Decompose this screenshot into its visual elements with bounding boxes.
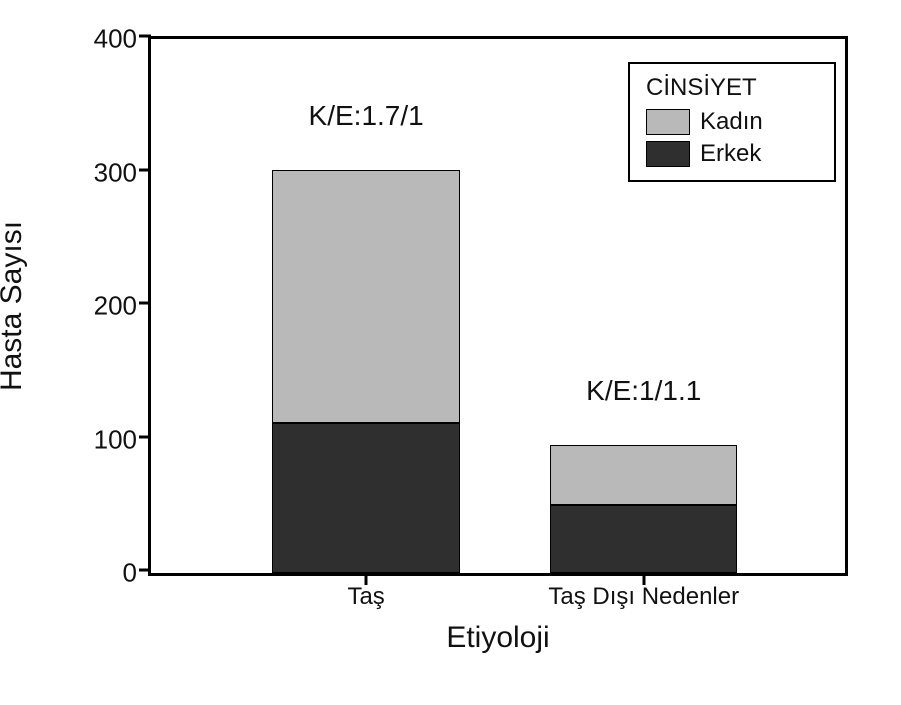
y-tick-label: 100 <box>94 424 151 455</box>
legend-label: Kadın <box>700 108 763 136</box>
y-tick-label: 400 <box>94 24 151 55</box>
y-tick-label: 300 <box>94 157 151 188</box>
x-tick-label: Taş Dışı Nedenler <box>548 573 739 611</box>
legend-title: CİNSİYET <box>646 74 818 102</box>
bar-tasdisi: K/E:1/1.1 <box>550 445 737 573</box>
chart-container: Hasta Sayısı Etiyoloji 0100200300400TaşK… <box>0 0 901 705</box>
legend-swatch <box>646 141 690 167</box>
x-tick-label: Taş <box>347 573 384 611</box>
y-tick-label: 200 <box>94 291 151 322</box>
bar-annotation: K/E:1/1.1 <box>550 375 737 407</box>
x-axis-label: Etiyoloji <box>446 573 549 655</box>
bar-tas: K/E:1.7/1 <box>272 170 459 573</box>
y-tick-label: 0 <box>123 558 151 589</box>
legend-item-kadin: Kadın <box>646 108 818 136</box>
bar-annotation: K/E:1.7/1 <box>272 100 459 132</box>
legend: CİNSİYET Kadın Erkek <box>628 62 836 182</box>
bar-segment-kadin <box>272 170 459 424</box>
legend-label: Erkek <box>700 140 761 168</box>
legend-items: Kadın Erkek <box>646 108 818 168</box>
y-axis-label: Hasta Sayısı <box>0 221 29 391</box>
legend-swatch <box>646 109 690 135</box>
legend-item-erkek: Erkek <box>646 140 818 168</box>
bar-segment-kadin <box>550 445 737 505</box>
bar-segment-erkek <box>272 423 459 573</box>
bar-segment-erkek <box>550 505 737 573</box>
